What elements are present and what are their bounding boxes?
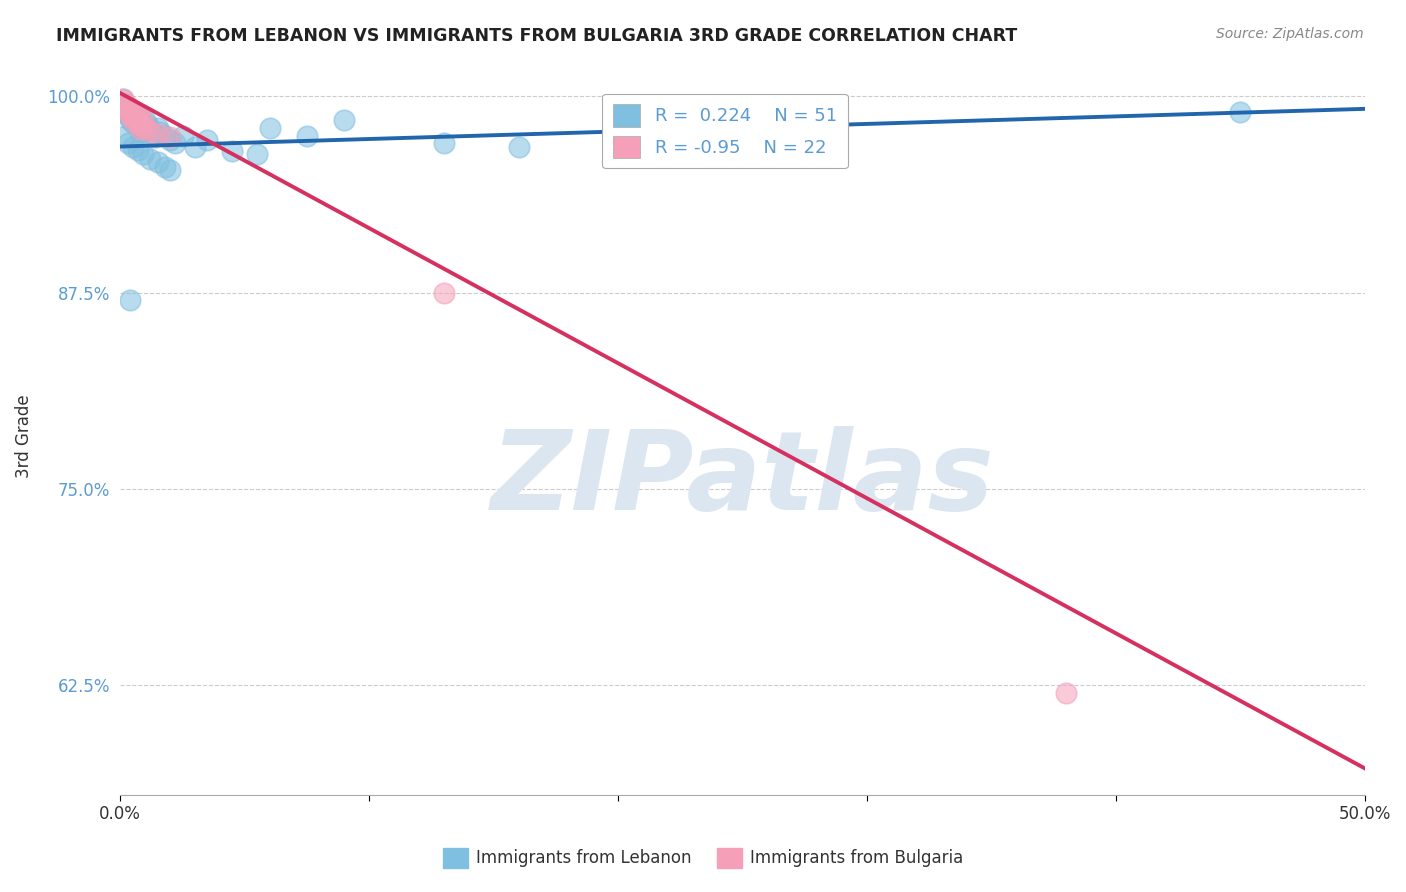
Point [433, 285, 456, 300]
Point [159, 133, 181, 147]
Point [124, 112, 146, 126]
Point [117, 105, 139, 120]
Point [117, 99, 139, 113]
Point [120, 112, 142, 127]
Point [127, 143, 149, 157]
Y-axis label: 3rd Grade: 3rd Grade [15, 394, 32, 478]
Point [114, 95, 136, 110]
Point [120, 108, 142, 122]
Point [117, 100, 139, 114]
Text: ZIPatlas: ZIPatlas [491, 425, 994, 533]
Point [127, 118, 149, 132]
Point [121, 112, 143, 127]
Text: IMMIGRANTS FROM LEBANON VS IMMIGRANTS FROM BULGARIA 3RD GRADE CORRELATION CHART: IMMIGRANTS FROM LEBANON VS IMMIGRANTS FR… [56, 27, 1018, 45]
Point [153, 128, 176, 143]
Point [120, 103, 142, 118]
Point [131, 114, 153, 128]
Point [124, 112, 146, 127]
Point [295, 128, 318, 143]
Point [1054, 686, 1077, 700]
Point [129, 120, 152, 135]
Point [731, 136, 754, 151]
Point [172, 128, 194, 143]
Point [146, 120, 169, 135]
Point [134, 124, 156, 138]
Point [197, 133, 219, 147]
Point [153, 160, 176, 174]
Point [184, 139, 207, 153]
Text: Source: ZipAtlas.com: Source: ZipAtlas.com [1216, 27, 1364, 41]
Point [142, 127, 165, 141]
Point [139, 122, 162, 136]
Point [136, 118, 159, 132]
Legend: R =  0.224    N = 51, R = -0.95    N = 22: R = 0.224 N = 51, R = -0.95 N = 22 [602, 94, 848, 169]
Point [246, 147, 269, 161]
Point [508, 139, 530, 153]
Point [111, 92, 134, 106]
Point [114, 105, 136, 120]
Legend: Immigrants from Lebanon, Immigrants from Bulgaria: Immigrants from Lebanon, Immigrants from… [436, 841, 970, 875]
Point [259, 120, 281, 135]
Point [159, 163, 181, 178]
Point [139, 124, 162, 138]
Point [221, 145, 243, 159]
Point [120, 293, 142, 308]
Point [114, 100, 136, 114]
Point [139, 152, 162, 166]
Point [1229, 105, 1251, 120]
Point [114, 128, 136, 143]
Point [146, 155, 169, 169]
Point [121, 116, 143, 130]
Point [117, 136, 139, 151]
Point [131, 112, 153, 127]
Point [120, 102, 142, 116]
Point [333, 112, 356, 127]
Point [149, 125, 172, 139]
Point [127, 114, 149, 128]
Point [121, 139, 143, 153]
Point [127, 106, 149, 120]
Point [433, 136, 456, 151]
Point [146, 127, 169, 141]
Point [159, 130, 181, 145]
Point [165, 136, 187, 151]
Point [134, 120, 156, 135]
Point [607, 128, 630, 143]
Point [121, 110, 143, 124]
Point [111, 92, 134, 106]
Point [129, 125, 152, 139]
Point [124, 105, 146, 120]
Point [127, 108, 149, 122]
Point [124, 105, 146, 120]
Point [129, 118, 152, 132]
Point [117, 108, 139, 122]
Point [682, 133, 704, 147]
Point [134, 112, 156, 127]
Point [114, 97, 136, 112]
Point [129, 122, 152, 136]
Point [143, 130, 166, 145]
Point [131, 147, 153, 161]
Point [121, 108, 143, 122]
